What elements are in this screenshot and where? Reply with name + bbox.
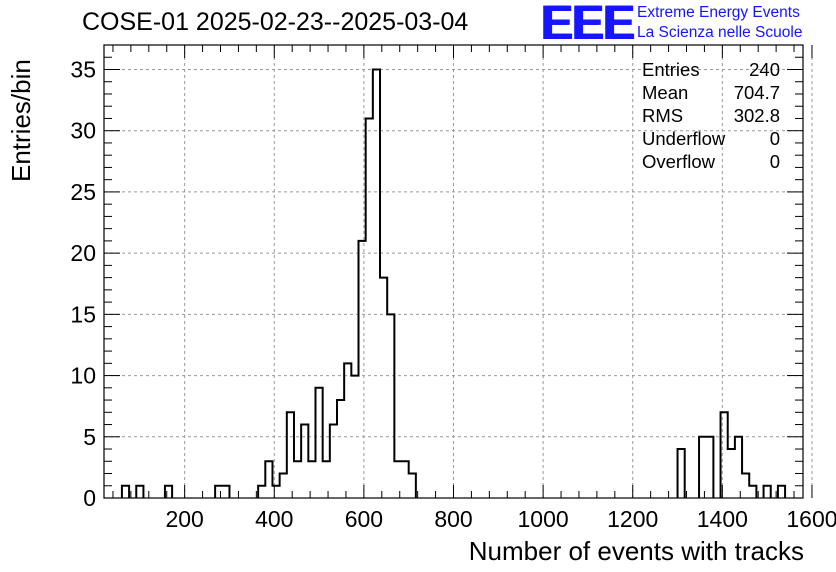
y-tick-label: 0 (83, 485, 96, 511)
stats-row: Underflow 0 (640, 128, 780, 152)
stats-key: Underflow (642, 128, 726, 149)
stats-row: Mean 704.7 (640, 82, 780, 106)
histogram-bin (308, 461, 315, 498)
stats-row: RMS 302.8 (640, 105, 780, 129)
histogram-bin (678, 449, 685, 498)
histogram-bin (315, 388, 322, 498)
histogram-outline (120, 68, 787, 498)
x-axis-label: Number of events with tracks (468, 536, 804, 566)
histogram-bin (344, 363, 351, 498)
x-tick-label: 1600 (786, 506, 836, 532)
axis-tick-labels: 200 400 600 800 1000 1200 1400 1600 0 5 10 15 20 25 30… (70, 56, 836, 532)
y-axis-label: Entries/bin (6, 59, 36, 182)
histogram-bin (402, 461, 409, 498)
x-tick-label: 1400 (697, 506, 748, 532)
chart-title: COSE-01 2025-02-23--2025-03-04 (82, 8, 469, 36)
histogram-bin (721, 412, 728, 498)
stats-row: Entries 240 (640, 59, 780, 83)
grid-lines (104, 45, 813, 498)
histogram-bin (778, 486, 785, 498)
y-tick-label: 20 (70, 240, 96, 266)
y-tick-label: 15 (70, 301, 96, 327)
x-tick-label: 1200 (607, 506, 658, 532)
eee-logo-mark: EEE (540, 0, 634, 50)
logo-subtitle-line2: La Scienza nelle Scuole (637, 24, 803, 41)
histogram-bin (749, 486, 756, 498)
x-tick-label: 600 (345, 506, 383, 532)
histogram-bin (366, 118, 373, 498)
stats-key: Mean (642, 82, 689, 103)
histogram-bin (728, 449, 735, 498)
histogram-bin (699, 437, 706, 498)
histogram-bin (735, 437, 742, 498)
histogram-bin (330, 425, 337, 498)
histogram-bin (165, 486, 172, 498)
histogram-bin (323, 461, 330, 498)
histogram-bin (380, 278, 387, 498)
logo-subtitle-line1: Extreme Energy Events (637, 4, 800, 21)
histogram-bin (287, 412, 294, 498)
y-tick-label: 35 (70, 56, 96, 82)
histogram-bin (215, 486, 222, 498)
histogram-bin (706, 437, 713, 498)
stats-value: 240 (749, 59, 780, 80)
stats-value: 704.7 (733, 82, 780, 103)
histogram-bin (280, 474, 287, 498)
y-tick-label: 5 (83, 424, 96, 450)
histogram-bin (294, 461, 301, 498)
stats-key: RMS (642, 105, 684, 126)
histogram-bin (409, 474, 416, 498)
x-tick-label: 200 (165, 506, 203, 532)
axis-ticks (104, 45, 813, 499)
histogram-bin (394, 461, 401, 498)
histogram-bin (359, 241, 366, 498)
stats-key: Overflow (642, 151, 715, 172)
histogram-bin (373, 69, 380, 498)
histogram-bin (301, 425, 308, 498)
stats-key: Entries (642, 59, 700, 80)
x-tick-label: 1000 (518, 506, 569, 532)
eee-logo: EEE Extreme Energy Events La Scienza nel… (540, 0, 836, 50)
x-tick-label: 400 (255, 506, 293, 532)
histogram-bin (222, 486, 229, 498)
histogram-bin (258, 486, 265, 498)
histogram-bin (136, 486, 143, 498)
y-tick-label: 30 (70, 118, 96, 144)
histogram-bin (742, 474, 749, 498)
stats-value: 302.8 (733, 105, 780, 126)
stats-row: Overflow 0 (640, 151, 780, 175)
histogram-bin (272, 486, 279, 498)
y-tick-label: 10 (70, 363, 96, 389)
histogram-bin (122, 486, 129, 498)
y-tick-label: 25 (70, 179, 96, 205)
stats-value: 0 (769, 151, 780, 172)
x-tick-label: 800 (434, 506, 472, 532)
stats-value: 0 (769, 128, 780, 149)
histogram-bin (764, 486, 771, 498)
histogram-bin (265, 461, 272, 498)
histogram-bin (387, 314, 394, 498)
histogram-bin (337, 400, 344, 498)
